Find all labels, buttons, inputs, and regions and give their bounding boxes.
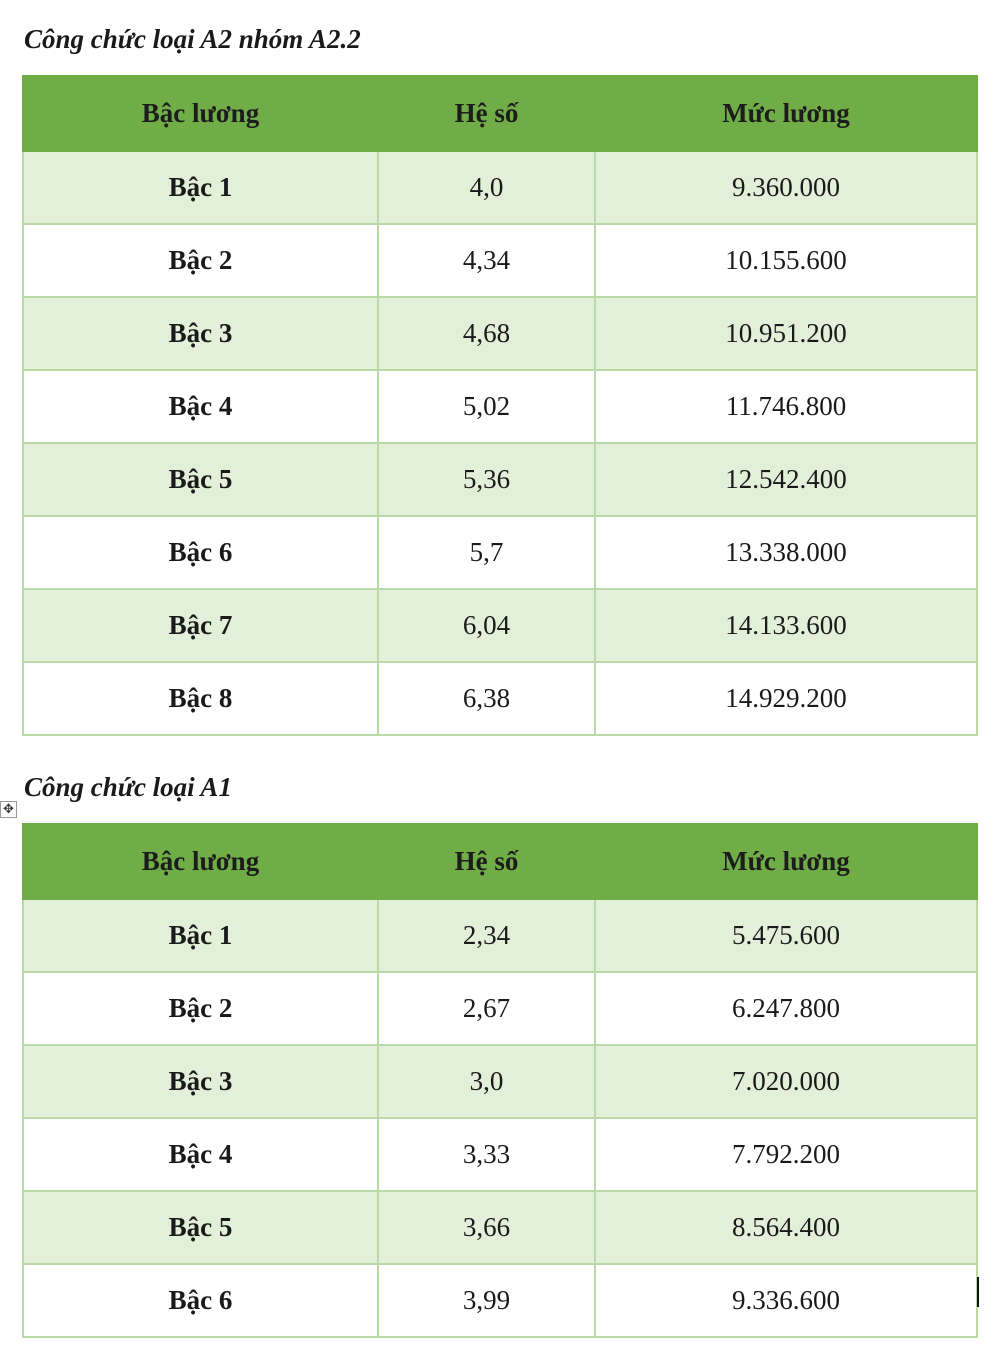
salary-level-cell: Bậc 4 <box>22 1117 379 1192</box>
salary-level-cell: Bậc 8 <box>22 661 379 736</box>
salary-amount-cell: 7.020.000 <box>594 1044 978 1119</box>
header-salary-amount: Mức lương <box>594 823 978 900</box>
salary-amount-cell: 5.475.600 <box>594 898 978 973</box>
salary-amount-cell: 8.564.400 <box>594 1190 978 1265</box>
salary-level-cell: Bậc 1 <box>22 898 379 973</box>
salary-amount-cell: 12.542.400 <box>594 442 978 517</box>
salary-amount-cell: 11.746.800 <box>594 369 978 444</box>
table-row: Bậc 8 6,38 14.929.200 <box>22 661 978 736</box>
table-row: Bậc 7 6,04 14.133.600 <box>22 588 978 663</box>
coefficient-cell: 6,04 <box>377 588 596 663</box>
table-row: Bậc 6 5,7 13.338.000 <box>22 515 978 590</box>
move-arrows-icon[interactable]: ✥ <box>0 801 17 818</box>
table-header-row: Bậc lương Hệ số Mức lương <box>22 75 978 152</box>
coefficient-cell: 4,34 <box>377 223 596 298</box>
coefficient-cell: 6,38 <box>377 661 596 736</box>
salary-amount-cell: 14.929.200 <box>594 661 978 736</box>
table-row: Bậc 2 4,34 10.155.600 <box>22 223 978 298</box>
table-row: Bậc 3 3,0 7.020.000 <box>22 1044 978 1119</box>
section-title-a2-2: Công chức loại A2 nhóm A2.2 <box>24 24 361 54</box>
table-row: Bậc 4 5,02 11.746.800 <box>22 369 978 444</box>
coefficient-cell: 4,68 <box>377 296 596 371</box>
table-row: Bậc 1 4,0 9.360.000 <box>22 150 978 225</box>
coefficient-cell: 2,67 <box>377 971 596 1046</box>
header-coefficient: Hệ số <box>377 75 596 152</box>
table-row: Bậc 1 2,34 5.475.600 <box>22 898 978 973</box>
coefficient-cell: 3,99 <box>377 1263 596 1338</box>
table-header-row: Bậc lương Hệ số Mức lương <box>22 823 978 900</box>
salary-level-cell: Bậc 6 <box>22 1263 379 1338</box>
salary-table-a1: Bậc lương Hệ số Mức lương Bậc 1 2,34 5.475… <box>22 823 978 1338</box>
coefficient-cell: 2,34 <box>377 898 596 973</box>
salary-level-cell: Bậc 7 <box>22 588 379 663</box>
salary-amount-cell: 14.133.600 <box>594 588 978 663</box>
header-salary-level: Bậc lương <box>22 75 379 152</box>
salary-level-cell: Bậc 1 <box>22 150 379 225</box>
salary-level-cell: Bậc 3 <box>22 296 379 371</box>
salary-amount-cell: 7.792.200 <box>594 1117 978 1192</box>
coefficient-cell: 3,33 <box>377 1117 596 1192</box>
salary-level-cell: Bậc 4 <box>22 369 379 444</box>
salary-amount-cell: 9.360.000 <box>594 150 978 225</box>
header-salary-level: Bậc lương <box>22 823 379 900</box>
salary-level-cell: Bậc 2 <box>22 223 379 298</box>
salary-amount-cell: 9.336.600 <box>594 1263 978 1338</box>
salary-level-cell: Bậc 6 <box>22 515 379 590</box>
header-salary-amount: Mức lương <box>594 75 978 152</box>
salary-amount-cell: 10.951.200 <box>594 296 978 371</box>
header-coefficient: Hệ số <box>377 823 596 900</box>
salary-level-cell: Bậc 3 <box>22 1044 379 1119</box>
section-title-a1: Công chức loại A1 <box>24 772 232 802</box>
coefficient-cell: 3,66 <box>377 1190 596 1265</box>
salary-level-cell: Bậc 5 <box>22 442 379 517</box>
table-row: Bậc 2 2,67 6.247.800 <box>22 971 978 1046</box>
table-row: Bậc 5 5,36 12.542.400 <box>22 442 978 517</box>
coefficient-cell: 5,7 <box>377 515 596 590</box>
salary-amount-cell: 6.247.800 <box>594 971 978 1046</box>
table-row: Bậc 3 4,68 10.951.200 <box>22 296 978 371</box>
salary-amount-cell: 13.338.000 <box>594 515 978 590</box>
coefficient-cell: 3,0 <box>377 1044 596 1119</box>
table-row: Bậc 5 3,66 8.564.400 <box>22 1190 978 1265</box>
text-cursor <box>977 1277 979 1307</box>
table-row: Bậc 6 3,99 9.336.600 <box>22 1263 978 1338</box>
table-row: Bậc 4 3,33 7.792.200 <box>22 1117 978 1192</box>
coefficient-cell: 4,0 <box>377 150 596 225</box>
coefficient-cell: 5,36 <box>377 442 596 517</box>
salary-amount-cell: 10.155.600 <box>594 223 978 298</box>
coefficient-cell: 5,02 <box>377 369 596 444</box>
salary-level-cell: Bậc 5 <box>22 1190 379 1265</box>
salary-table-a2-2: Bậc lương Hệ số Mức lương Bậc 1 4,0 9.360.… <box>22 75 978 736</box>
salary-level-cell: Bậc 2 <box>22 971 379 1046</box>
